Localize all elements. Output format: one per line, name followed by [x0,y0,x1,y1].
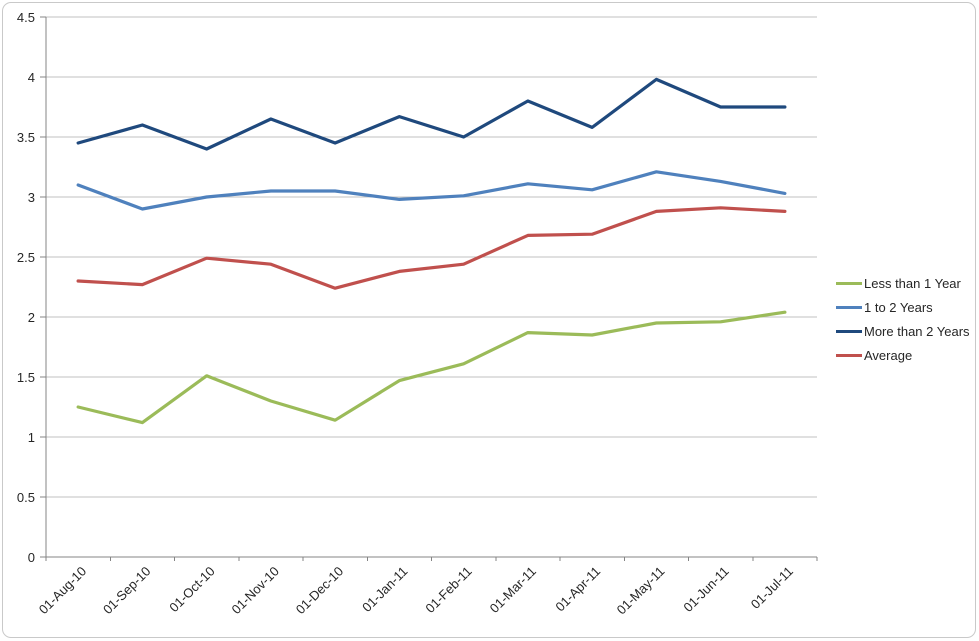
legend-item-more-than-2-years: More than 2 Years [836,319,970,343]
x-axis-label: 01-Oct-10 [166,564,217,615]
x-axis-label: 01-Sep-10 [100,564,154,618]
x-axis-label: 01-Dec-10 [293,564,347,618]
y-axis-label: 0.5 [17,490,35,505]
y-axis-label: 2 [28,310,35,325]
y-axis-label: 4.5 [17,10,35,25]
legend-item-1-to-2-years: 1 to 2 Years [836,295,970,319]
y-axis-label: 1.5 [17,370,35,385]
legend-label: Less than 1 Year [864,275,961,291]
x-axis-label: 01-Jan-11 [359,564,410,615]
x-axis-label: 01-Jun-11 [680,564,731,615]
x-axis-label: 01-Apr-11 [552,564,603,615]
legend-label: Average [864,347,913,363]
y-axis-label: 2.5 [17,250,35,265]
x-axis-label: 01-Nov-10 [228,564,282,618]
y-axis-label: 4 [28,70,35,85]
chart-legend: Less than 1 Year 1 to 2 Years More than 2 … [836,271,970,367]
legend-swatch [836,329,862,333]
legend-label: More than 2 Years [864,323,970,339]
series-line-less-than-1-year [76,310,787,425]
legend-item-less-than-1-year: Less than 1 Year [836,271,970,295]
series-line-more-than-2-years [76,77,787,151]
legend-item-average: Average [836,343,970,367]
legend-swatch [836,281,862,285]
x-axis-label: 01-Feb-11 [422,564,474,616]
series-line-average [76,206,787,290]
x-axis-label: 01-Jul-11 [748,564,796,612]
y-axis-label: 1 [28,430,35,445]
legend-label: 1 to 2 Years [864,299,933,315]
x-axis-label: 01-Mar-11 [487,564,539,616]
series-line-1-to-2-years [76,170,787,211]
y-axis-label: 3.5 [17,130,35,145]
legend-swatch [836,353,862,357]
x-axis-label: 01-Aug-10 [36,564,90,618]
y-axis-label: 3 [28,190,35,205]
x-axis-label: 01-May-11 [614,564,668,618]
legend-swatch [836,305,862,309]
y-axis-label: 0 [28,550,35,565]
